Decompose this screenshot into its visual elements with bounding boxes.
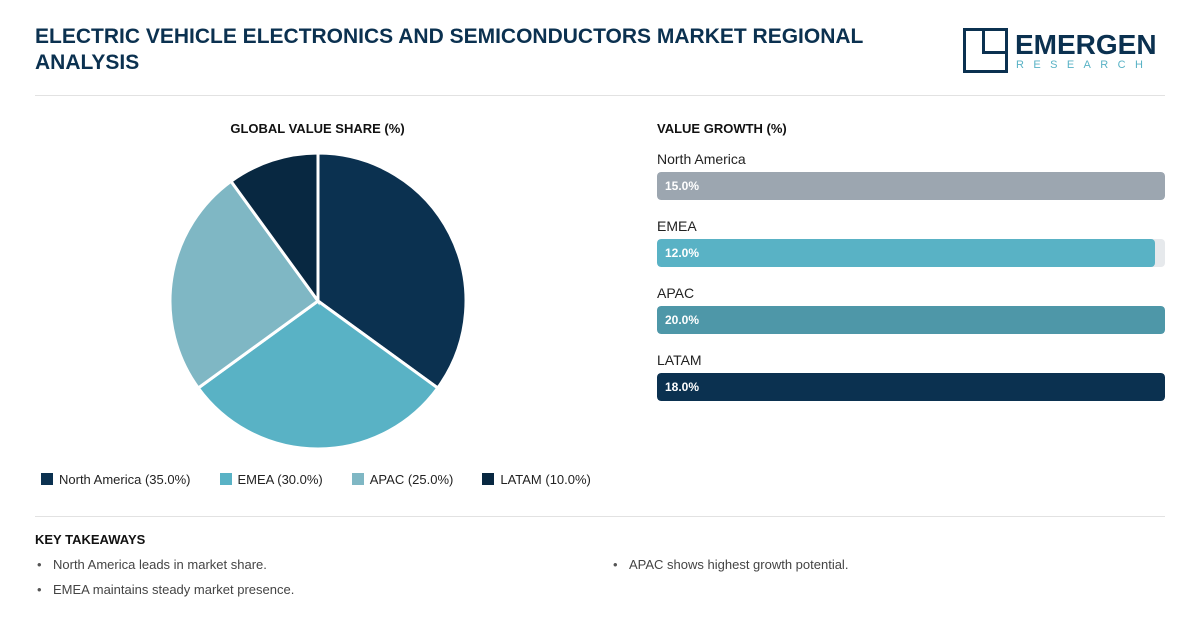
bar-track: 15.0% [657,172,1165,200]
emergen-logo: EMERGEN RESEARCH [963,28,1157,76]
header: ELECTRIC VEHICLE ELECTRONICS AND SEMICON… [35,24,1165,96]
bar-value-label: 20.0% [665,313,700,327]
legend-item: APAC (25.0%) [351,470,454,488]
pie-chart [168,151,468,451]
bar-row: North America 15.0% [657,150,1165,217]
pie-slice-north-america [316,151,468,391]
legend-item: LATAM (10.0%) [482,470,591,488]
takeaway-item: North America leads in market share. [35,557,294,582]
logo-name: EMERGEN [1015,29,1157,60]
pie-slice-emea [196,299,440,451]
divider [35,516,1165,517]
pie-slice-latam [228,151,320,306]
bar-fill: 15.0% [657,172,1165,200]
bar-track: 12.0% [657,239,1165,267]
bar-track: 20.0% [657,306,1165,334]
bar-chart-title: VALUE GROWTH (%) [657,121,787,136]
legend-swatch [219,473,232,485]
bar-value-label: 12.0% [665,246,700,260]
logo-mark-icon [963,28,1008,73]
bar-value-label: 15.0% [665,179,700,193]
legend-swatch [41,473,53,485]
bar-category-label: LATAM [657,352,702,368]
bar-track: 18.0% [657,373,1165,401]
legend-item: North America (35.0%) [41,470,191,488]
legend-label: LATAM (10.0%) [500,471,591,487]
legend-label: EMEA (30.0%) [237,471,323,487]
takeaways-title: KEY TAKEAWAYS [35,532,146,547]
bar-row: EMEA 12.0% [657,217,1165,284]
bar-category-label: EMEA [657,218,697,234]
bar-fill: 18.0% [657,373,1165,401]
bar-fill: 12.0% [657,239,1155,267]
bar-chart: North America 15.0% EMEA 12.0% APAC 20.0% LATA… [657,150,1165,418]
page-title: ELECTRIC VEHICLE ELECTRONICS AND SEMICON… [35,25,863,74]
takeaways-left: North America leads in market share. EME… [35,557,294,607]
legend-swatch [482,473,495,485]
bar-category-label: North America [657,151,746,167]
legend-item: EMEA (30.0%) [219,470,323,488]
takeaway-item: EMEA maintains steady market presence. [35,582,294,607]
legend-label: North America (35.0%) [59,471,191,487]
legend-swatch [351,473,364,485]
bar-value-label: 18.0% [665,380,700,394]
takeaways-right: APAC shows highest growth potential. [611,557,848,582]
bar-row: LATAM 18.0% [657,351,1165,418]
pie-slice-apac [168,179,321,391]
pie-chart-title: GLOBAL VALUE SHARE (%) [230,121,405,136]
bar-fill: 20.0% [657,306,1165,334]
logo-subtitle: RESEARCH [1016,59,1153,71]
bar-category-label: APAC [657,285,695,301]
bar-row: APAC 20.0% [657,284,1165,351]
legend-label: APAC (25.0%) [369,471,454,487]
pie-legend: North America (35.0%) EMEA (30.0%) APAC (2… [41,470,620,488]
takeaway-item: APAC shows highest growth potential. [611,557,848,582]
